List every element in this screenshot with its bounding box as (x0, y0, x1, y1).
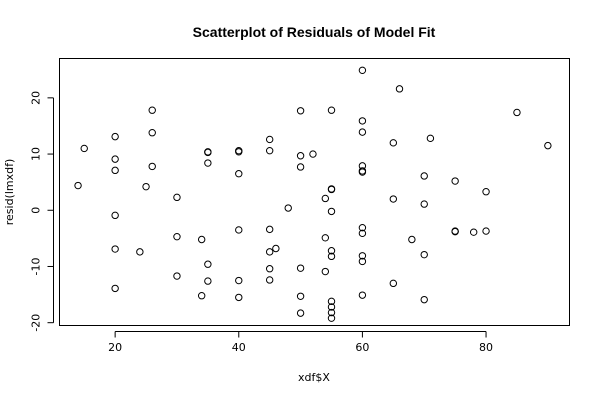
data-point (111, 211, 119, 220)
data-point (327, 185, 336, 194)
data-point (235, 226, 243, 234)
data-point (296, 163, 305, 171)
y-axis: -20 -10 0 10 20 (30, 91, 54, 332)
data-point (296, 309, 305, 317)
data-point (272, 244, 280, 253)
data-point (321, 267, 330, 276)
data-point (389, 279, 398, 288)
data-point (408, 235, 416, 244)
data-point (265, 276, 274, 284)
data-point (235, 170, 243, 178)
data-point (74, 181, 82, 190)
y-tick-label: 10 (30, 147, 43, 161)
x-tick-label: 80 (479, 341, 493, 354)
data-point (327, 303, 336, 311)
data-point (204, 277, 212, 285)
data-point (197, 292, 206, 300)
data-point (482, 227, 490, 235)
data-point (204, 260, 212, 268)
data-point (111, 284, 119, 293)
y-tick-label: 0 (30, 207, 43, 214)
data-point (420, 200, 428, 208)
data-point (395, 85, 404, 93)
data-point (136, 248, 144, 256)
data-point (327, 252, 336, 261)
y-axis-label: resid(lmxdf) (3, 159, 16, 226)
x-tick-label: 40 (232, 341, 246, 354)
data-point (265, 225, 274, 234)
chart-title: Scatterplot of Residuals of Model Fit (193, 24, 436, 40)
data-point (173, 272, 181, 280)
data-point (327, 106, 336, 114)
data-point (111, 132, 119, 141)
data-point (80, 144, 88, 153)
plot-frame (59, 58, 570, 326)
data-point (309, 150, 317, 158)
y-tick-label: -10 (30, 257, 43, 275)
data-point (358, 117, 367, 125)
data-point (482, 188, 490, 196)
data-point (197, 235, 206, 244)
data-point (358, 252, 367, 260)
data-point (111, 155, 119, 163)
data-point (148, 128, 156, 137)
data-point (111, 245, 119, 253)
data-point (265, 248, 274, 256)
data-point (296, 152, 305, 160)
data-point (142, 182, 150, 191)
data-point (235, 148, 243, 156)
data-point (148, 106, 156, 114)
data-point (173, 232, 181, 241)
data-point (111, 166, 119, 175)
data-point (358, 291, 367, 299)
x-tick-label: 20 (108, 341, 122, 354)
data-point (204, 159, 212, 167)
data-point (327, 314, 336, 322)
data-point (235, 276, 243, 285)
data-point (265, 146, 274, 155)
x-axis: 20 40 60 80 (108, 331, 493, 354)
y-tick-label: 20 (30, 91, 43, 105)
data-point (426, 134, 435, 143)
data-point (420, 172, 428, 180)
data-point (358, 128, 367, 136)
data-point (204, 148, 212, 157)
data-point (327, 247, 336, 255)
data-point (296, 264, 305, 272)
data-point (358, 168, 367, 176)
data-point (321, 194, 330, 203)
data-point (358, 257, 367, 266)
data-point (327, 308, 336, 317)
data-point (451, 177, 459, 185)
data-point (265, 265, 274, 273)
data-point (148, 162, 156, 171)
data-points (74, 66, 552, 322)
data-point (389, 139, 398, 147)
data-point (235, 293, 243, 302)
data-point (358, 66, 367, 75)
data-point (284, 204, 292, 212)
data-point (296, 107, 305, 115)
data-point (544, 141, 552, 150)
data-point (327, 297, 336, 306)
data-point (321, 234, 330, 242)
x-axis-label: xdf$X (298, 371, 330, 384)
x-tick-label: 60 (355, 341, 369, 354)
data-point (358, 223, 367, 232)
data-point (451, 227, 459, 236)
y-tick-label: -20 (30, 314, 43, 332)
data-point (420, 250, 428, 259)
data-point (358, 229, 367, 238)
data-point (513, 108, 521, 117)
data-point (296, 292, 305, 300)
data-point (327, 207, 336, 216)
data-point (265, 135, 274, 144)
data-point (173, 193, 181, 202)
data-point (389, 195, 398, 203)
data-point (420, 295, 428, 304)
data-point (469, 228, 478, 236)
